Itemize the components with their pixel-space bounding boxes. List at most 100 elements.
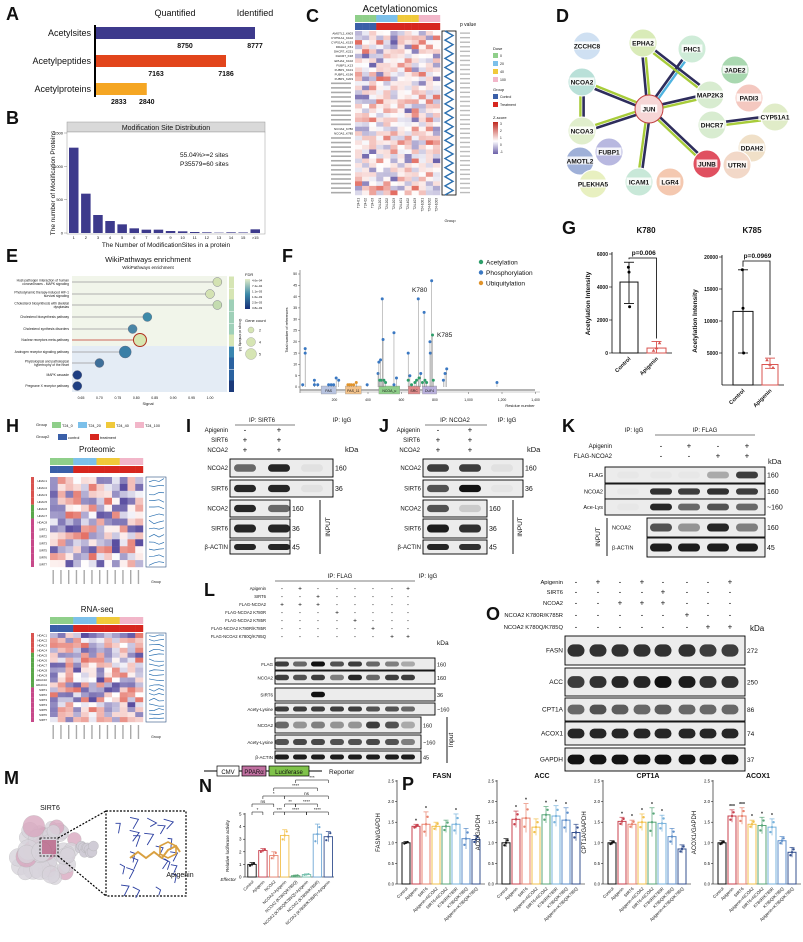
heatmap-cell — [411, 149, 419, 155]
heatmap-cell — [57, 672, 66, 678]
row-class-bar — [31, 642, 34, 648]
y-tick-label: 4 — [239, 824, 242, 829]
row-label-illegible — [331, 173, 351, 176]
p-value-entry — [460, 150, 470, 153]
heatmap-cell — [50, 483, 58, 492]
heatmap-cell — [104, 490, 113, 498]
protein-band — [275, 754, 289, 760]
condition-sign: - — [729, 599, 732, 608]
row-label: DHCR7_K38 — [336, 54, 354, 58]
protein-band — [678, 472, 700, 479]
heatmap-cell — [355, 90, 363, 95]
row-class-bar — [31, 477, 34, 484]
kda-value: 160 — [767, 489, 779, 496]
heatmap-cell — [57, 497, 66, 505]
row-label-illegible — [331, 146, 351, 148]
data-point — [628, 305, 632, 309]
row-label-highlight: NCOA2_K780 — [334, 127, 353, 131]
group-annotation — [135, 458, 144, 465]
panel-letter-o: O — [486, 604, 500, 624]
node-label-bg — [659, 177, 681, 186]
column-label-illegible — [130, 725, 132, 739]
panel-letter-i: I — [186, 416, 191, 436]
group2-annotation — [50, 466, 58, 473]
heatmap-cell — [81, 642, 89, 649]
size-legend-label: 4 — [259, 341, 261, 345]
protein-band — [234, 524, 256, 533]
y-tick-label: 1500 — [54, 131, 64, 136]
row-class-bar — [31, 697, 34, 703]
x-tick-label: Control — [728, 388, 746, 406]
heatmap-cell — [425, 72, 434, 77]
row-label-illegible — [331, 182, 351, 185]
kda-header: kDa — [345, 445, 359, 454]
protein-band — [427, 544, 449, 550]
heatmap-cell — [112, 717, 120, 723]
heatmap-cell — [432, 94, 441, 100]
group-annotation — [135, 617, 144, 624]
condition-sign: - — [336, 618, 338, 625]
protein-band — [459, 524, 481, 533]
row-trend-line — [148, 534, 165, 538]
group2-annotation — [112, 625, 120, 632]
group-annotation — [73, 458, 82, 465]
row-trend-line — [148, 684, 165, 687]
row-class-bar — [31, 702, 34, 708]
node-label: ZCCHC8 — [574, 44, 601, 51]
y-tick-label: 1.0 — [488, 840, 495, 845]
data-point — [639, 825, 642, 829]
heatmap-cell — [369, 103, 377, 109]
y-tick-label: 2.5 — [488, 779, 495, 784]
node-label-bg — [699, 120, 725, 129]
condition-sign: + — [468, 446, 473, 455]
row-label: SIRT1 — [39, 688, 47, 692]
heatmap-cell — [135, 667, 144, 673]
heatmap-cell — [411, 49, 419, 54]
residue-stick — [129, 830, 140, 842]
heatmap-cell — [119, 657, 128, 663]
heatmap-cell — [425, 163, 434, 168]
site-marker-phosphorylation — [316, 383, 320, 387]
condition-sign: - — [391, 594, 393, 601]
protein-band — [234, 544, 256, 550]
condition-sign: - — [336, 594, 338, 601]
data-point — [740, 814, 744, 818]
significance-star: * — [751, 814, 753, 820]
protein-band — [633, 754, 651, 765]
condition-sign: - — [244, 426, 247, 435]
heatmap-cell — [81, 712, 89, 718]
group-annotation — [432, 23, 441, 30]
residue-stick — [167, 837, 173, 850]
kda-header: kDa — [750, 624, 765, 633]
y-tick-label: 10 — [293, 363, 297, 367]
data-point — [566, 811, 569, 814]
x-tick-label: >15 — [252, 235, 260, 240]
row-class-bar — [31, 546, 34, 554]
group-annotation — [383, 23, 391, 30]
heatmap-cell — [362, 94, 370, 100]
data-point — [463, 843, 466, 847]
data-point — [742, 351, 746, 355]
heatmap-cell — [96, 662, 105, 668]
kda-header: kDa — [437, 640, 449, 647]
row-class-bar — [31, 687, 34, 693]
significance-bracket — [251, 811, 264, 815]
row-label-illegible — [331, 87, 351, 89]
heatmap-cell — [112, 518, 120, 526]
identified-value: 8777 — [247, 43, 263, 50]
heatmap-cell — [135, 652, 144, 658]
heatmap-cell — [65, 707, 74, 713]
significance-star: * — [641, 808, 643, 814]
heatmap-cell — [418, 62, 427, 68]
heatmap-cell — [135, 712, 144, 718]
data-point — [325, 839, 328, 842]
node-label: DDAH2 — [741, 146, 764, 153]
heatmap-cell — [119, 667, 128, 673]
domain-label: NCOA_u — [382, 389, 396, 393]
significance-bracket — [284, 811, 307, 815]
panel-letter-n: N — [199, 776, 212, 796]
data-point — [556, 808, 559, 812]
data-point — [248, 864, 252, 867]
heatmap-cell — [50, 652, 58, 658]
protein-band — [234, 464, 256, 472]
